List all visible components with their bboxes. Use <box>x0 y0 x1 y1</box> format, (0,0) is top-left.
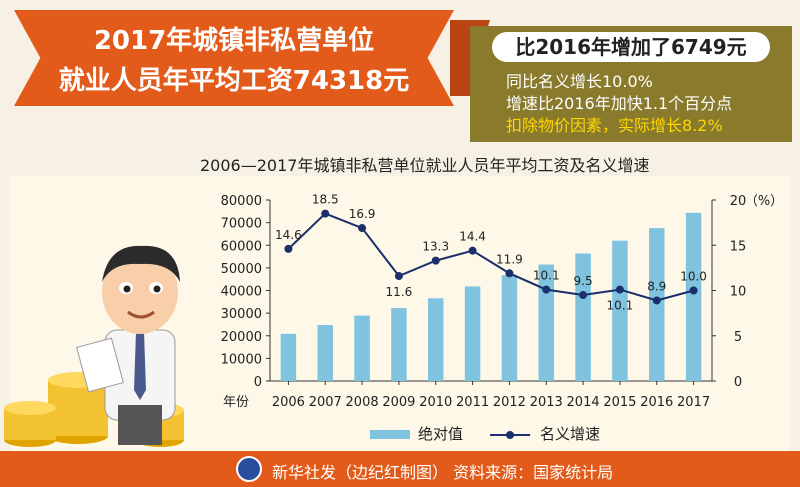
growth-point <box>689 286 698 295</box>
y-tick-label-right: 0 <box>734 375 742 390</box>
bar <box>317 325 333 381</box>
growth-point <box>542 285 551 294</box>
growth-point <box>615 285 624 294</box>
y-tick-label-left: 60000 <box>221 239 262 254</box>
bar <box>464 286 481 381</box>
y-tick-label-left: 20000 <box>221 330 262 345</box>
growth-data-label: 10.0 <box>680 270 707 284</box>
growth-data-label: 10.1 <box>607 299 634 313</box>
footer: 新华社发（边纪红制图） 资料来源：国家统计局 <box>0 451 800 487</box>
bar <box>538 264 554 381</box>
growth-line <box>287 212 694 302</box>
legend-line-marker <box>506 431 514 439</box>
growth-data-label: 13.3 <box>422 240 449 254</box>
legend-line-label: 名义增速 <box>540 425 601 443</box>
growth-data-label: 14.6 <box>275 228 302 242</box>
y-tick-label-left: 70000 <box>221 217 262 232</box>
stat-line-3: 扣除物价因素，实际增长8.2% <box>506 116 723 135</box>
worker-illustration <box>4 245 184 447</box>
bar <box>685 212 702 381</box>
growth-point <box>468 246 477 255</box>
growth-point <box>652 296 661 305</box>
bar <box>428 298 444 381</box>
growth-data-label: 18.5 <box>312 193 339 207</box>
x-tick-label: 2008 <box>346 395 379 410</box>
bar <box>354 315 370 381</box>
x-tick-label: 2010 <box>419 395 452 410</box>
legend-bar-label: 绝对值 <box>418 425 464 443</box>
growth-data-label: 16.9 <box>349 207 376 221</box>
x-tick-label: 2013 <box>530 395 563 410</box>
bar <box>612 240 628 381</box>
y-tick-label-left: 0 <box>254 375 262 390</box>
y-tick-label-right: 20 <box>730 194 747 209</box>
xinhua-logo-icon <box>236 456 262 482</box>
stat-box: 比2016年增加了6749元 同比名义增长10.0% 增速比2016年加快1.1… <box>470 26 792 142</box>
title-line-1: 2017年城镇非私营单位 <box>93 26 375 56</box>
x-tick-label: 2009 <box>382 395 415 410</box>
y-tick-label-left: 50000 <box>221 262 262 277</box>
growth-data-label: 11.6 <box>386 285 413 299</box>
bar <box>391 308 407 381</box>
growth-point <box>284 244 293 253</box>
y-tick-label-left: 30000 <box>221 307 262 322</box>
x-tick-label: 2016 <box>640 395 673 410</box>
y-tick-label-left: 40000 <box>221 285 262 300</box>
y-tick-label-left: 80000 <box>221 194 262 209</box>
growth-point <box>431 256 440 265</box>
growth-point <box>358 224 367 233</box>
x-axis-prefix: 年份 <box>223 395 249 410</box>
x-tick-label: 2014 <box>567 395 600 410</box>
right-axis-unit: （%） <box>745 194 783 209</box>
legend-bar-swatch <box>370 430 410 439</box>
x-tick-label: 2011 <box>456 395 489 410</box>
stat-line-1: 同比名义增长10.0% <box>506 72 653 91</box>
bar <box>280 333 297 381</box>
growth-data-label: 11.9 <box>496 252 523 266</box>
x-tick-label: 2017 <box>677 395 710 410</box>
bar <box>575 253 591 381</box>
y-tick-label-right: 5 <box>734 330 742 345</box>
growth-data-label: 9.5 <box>574 274 593 288</box>
growth-point <box>321 209 330 218</box>
growth-data-label: 8.9 <box>647 279 666 293</box>
title-banner: 2017年城镇非私营单位 就业人员年平均工资74318元 <box>14 10 454 106</box>
y-tick-label-right: 10 <box>730 285 747 300</box>
chart-title: 2006—2017年城镇非私营单位就业人员年平均工资及名义增速 <box>200 156 650 175</box>
x-tick-label: 2006 <box>272 395 305 410</box>
footer-source: 新华社发（边纪红制图） 资料来源：国家统计局 <box>272 463 614 482</box>
bar <box>501 275 518 381</box>
stat-headline: 比2016年增加了6749元 <box>492 32 770 62</box>
growth-data-label: 14.4 <box>459 230 486 244</box>
stat-line-2: 增速比2016年加快1.1个百分点 <box>506 94 733 113</box>
growth-point <box>505 269 514 278</box>
x-tick-label: 2015 <box>603 395 636 410</box>
bar <box>649 228 665 381</box>
x-tick-label: 2012 <box>493 395 526 410</box>
x-tick-label: 2007 <box>309 395 342 410</box>
y-tick-label-left: 10000 <box>221 352 262 367</box>
growth-data-label: 10.1 <box>533 269 560 283</box>
chart: 0 10000 20000 30000 40000 50000 60000 70000 8000… <box>221 193 784 410</box>
growth-point <box>394 272 403 281</box>
y-tick-label-right: 15 <box>730 239 747 254</box>
title-line-2: 就业人员年平均工资74318元 <box>58 66 410 96</box>
growth-point <box>579 291 588 300</box>
